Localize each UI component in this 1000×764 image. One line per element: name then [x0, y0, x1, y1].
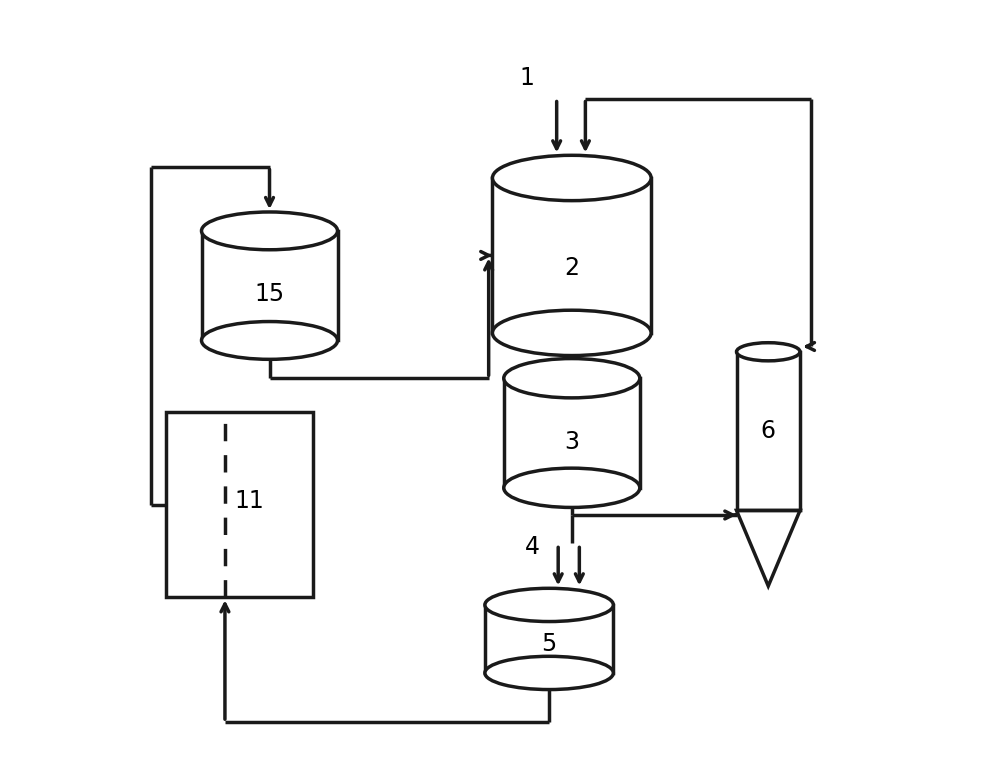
Ellipse shape: [504, 358, 640, 398]
Ellipse shape: [202, 212, 338, 250]
Polygon shape: [485, 605, 613, 673]
Polygon shape: [504, 378, 640, 487]
Polygon shape: [737, 351, 800, 510]
Ellipse shape: [202, 322, 338, 359]
Polygon shape: [737, 510, 800, 586]
Text: 6: 6: [761, 419, 776, 443]
Ellipse shape: [492, 155, 651, 201]
Text: 2: 2: [564, 256, 579, 280]
Ellipse shape: [504, 468, 640, 507]
Text: 3: 3: [564, 430, 579, 454]
Ellipse shape: [737, 343, 800, 361]
Text: 11: 11: [234, 489, 264, 513]
Ellipse shape: [492, 310, 651, 355]
Bar: [166, 413, 313, 597]
Text: 5: 5: [541, 633, 557, 656]
Text: 15: 15: [254, 283, 285, 306]
Ellipse shape: [485, 588, 613, 622]
Polygon shape: [492, 178, 651, 333]
Polygon shape: [202, 231, 338, 341]
Text: 4: 4: [525, 535, 540, 558]
Text: 1: 1: [519, 66, 534, 89]
Ellipse shape: [485, 656, 613, 690]
